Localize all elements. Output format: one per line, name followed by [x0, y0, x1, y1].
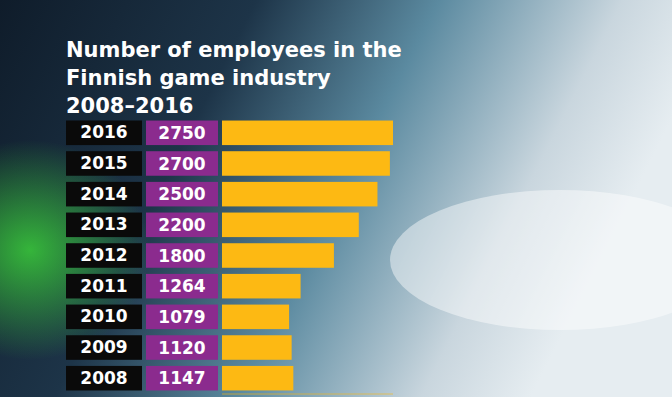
value-box	[146, 213, 218, 238]
data-labels: 2750 2700 2500 2200 1800 1264 1079 1120 1147	[158, 123, 205, 388]
data-label: 1800	[158, 246, 205, 266]
title-line: Number of employees in the	[66, 38, 402, 62]
category-box	[66, 121, 142, 146]
background-cloud	[390, 190, 672, 330]
value-box	[146, 305, 218, 330]
y-tick-label: 2011	[80, 276, 127, 296]
value-box	[146, 366, 218, 391]
y-tick: 2014	[80, 184, 127, 204]
y-tick-label: 2010	[80, 306, 127, 326]
data-label: 2700	[158, 154, 205, 174]
label-boxes	[66, 121, 218, 391]
data-label: 1079	[158, 307, 205, 327]
title: Number of employees in the Finnish game i…	[66, 38, 402, 118]
y-tick-label: 2016	[80, 122, 127, 142]
bar	[222, 243, 334, 268]
bar	[222, 335, 292, 360]
title-line: 2008–2016	[66, 94, 193, 118]
data-label: 1147	[158, 368, 205, 388]
category-box	[66, 243, 142, 268]
bar	[222, 151, 390, 176]
chart-svg: Number of employees in the Finnish game i…	[0, 0, 672, 397]
y-tick-label: 2009	[80, 337, 127, 357]
category-box	[66, 151, 142, 176]
category-box	[66, 335, 142, 360]
y-tick-label: 2014	[80, 184, 127, 204]
bar	[222, 366, 293, 391]
y-tick: 2013	[80, 214, 127, 234]
y-tick-label: 2015	[80, 153, 127, 173]
category-box	[66, 182, 142, 207]
bar	[222, 182, 377, 207]
bar	[222, 121, 393, 146]
y-tick-label: 2008	[80, 368, 127, 388]
chart-container: Number of employees in the Finnish game i…	[0, 0, 672, 397]
bar	[222, 213, 359, 238]
y-tick-label: 2012	[80, 245, 127, 265]
y-tick: 2012	[80, 245, 127, 265]
background-glow	[0, 140, 150, 360]
y-tick: 2009	[80, 337, 127, 357]
data-label: 2200	[158, 215, 205, 235]
value-box	[146, 121, 218, 146]
y-axis: 2016 2015 2014 2013 2012 2011 2010 2009 2008	[80, 122, 127, 387]
category-box	[66, 305, 142, 330]
value-box	[146, 335, 218, 360]
value-box	[146, 182, 218, 207]
data-label: 2750	[158, 123, 205, 143]
bars	[222, 121, 393, 391]
data-label: 1264	[158, 276, 205, 296]
category-box	[66, 366, 142, 391]
y-tick: 2008	[80, 368, 127, 388]
value-box	[146, 243, 218, 268]
bar	[222, 305, 289, 330]
y-tick: 2015	[80, 153, 127, 173]
value-box	[146, 274, 218, 299]
y-tick-label: 2013	[80, 214, 127, 234]
category-box	[66, 274, 142, 299]
y-tick: 2011	[80, 276, 127, 296]
data-label: 2500	[158, 184, 205, 204]
category-box	[66, 213, 142, 238]
value-box	[146, 151, 218, 176]
y-tick: 2010	[80, 306, 127, 326]
data-label: 1120	[158, 338, 205, 358]
y-tick: 2016	[80, 122, 127, 142]
bar	[222, 274, 301, 299]
title-line: Finnish game industry	[66, 66, 331, 90]
x-axis-line	[222, 394, 393, 395]
